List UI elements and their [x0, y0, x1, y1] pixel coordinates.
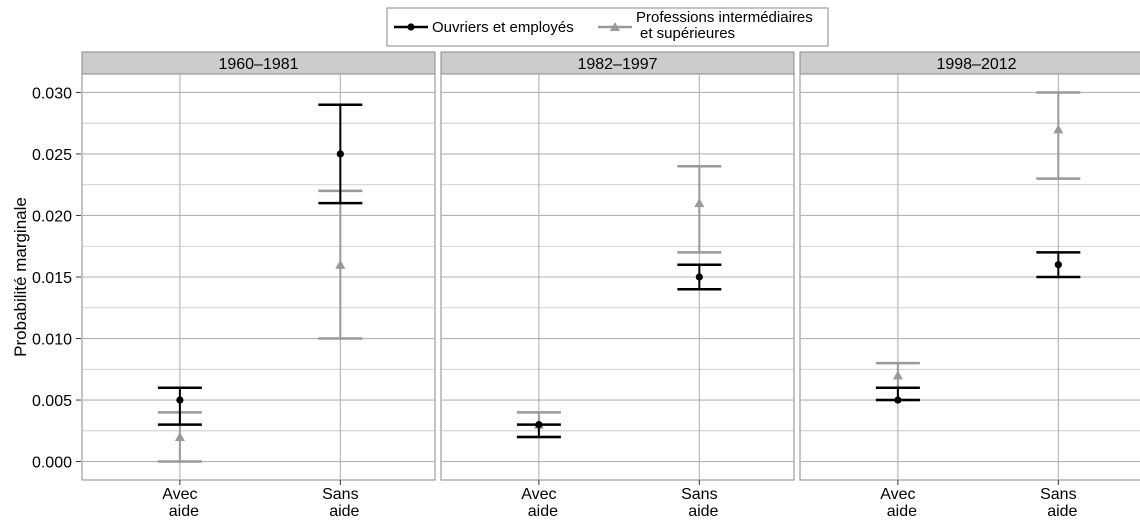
error-bar [516, 421, 561, 439]
y-tick-label: 0.015 [32, 270, 72, 287]
panel-strip-label: 1998–2012 [936, 56, 1016, 73]
legend-label: Professions intermédiaires [636, 9, 813, 26]
data-point-circle [1054, 261, 1062, 269]
error-bar [157, 386, 202, 426]
y-tick-label: 0.000 [32, 455, 72, 472]
data-point-triangle [335, 259, 346, 269]
legend-label: Ouvriers et employés [432, 19, 574, 36]
x-tick-label: aide [169, 503, 199, 519]
error-bar [1036, 91, 1081, 180]
y-tick-label: 0.025 [32, 147, 72, 164]
panel-strip-label: 1960–1981 [218, 56, 298, 73]
y-axis-label: Probabilité marginale [11, 197, 30, 357]
data-point-triangle [892, 370, 903, 380]
x-tick-label: Avec [880, 486, 915, 503]
x-tick-label: Avec [162, 486, 197, 503]
data-point-circle [535, 421, 543, 429]
x-tick-label: Sans [681, 486, 717, 503]
x-tick-label: aide [688, 503, 718, 519]
legend-label: et supérieures [640, 25, 735, 42]
panels: 1960–1981AvecaideSansaide1982–1997Avecai… [81, 51, 1140, 520]
legend-circle-marker [407, 23, 415, 31]
data-point-circle [176, 396, 184, 404]
data-point-circle [894, 396, 902, 404]
data-point-triangle [174, 431, 185, 441]
x-tick-label: Sans [1040, 486, 1076, 503]
error-bar [1036, 251, 1081, 279]
error-bar [875, 386, 920, 404]
x-tick-label: aide [887, 503, 917, 519]
panel-strip-label: 1982–1997 [577, 56, 657, 73]
legend-triangle-marker [610, 22, 620, 31]
x-tick-label: aide [329, 503, 359, 519]
legend-item: Ouvriers et employés [394, 19, 574, 36]
data-point-triangle [1053, 124, 1064, 134]
error-bar [677, 263, 722, 291]
y-axis: 0.000 0.005 0.010 0.015 0.020 0.025 0.030 [32, 85, 81, 472]
x-tick-label: Sans [322, 486, 358, 503]
y-tick-label: 0.020 [32, 208, 72, 225]
x-tick-label: aide [528, 503, 558, 519]
legend: Ouvriers et employés Professions interméd… [386, 7, 829, 47]
x-tick-label: aide [1047, 503, 1077, 519]
y-tick-label: 0.010 [32, 332, 72, 349]
y-tick-label: 0.030 [32, 85, 72, 102]
error-bar [677, 165, 722, 254]
y-tick-label: 0.005 [32, 393, 72, 410]
data-point-triangle [694, 198, 705, 208]
x-tick-label: Avec [521, 486, 556, 503]
data-point-circle [695, 273, 703, 281]
error-bar [318, 103, 363, 205]
data-point-circle [336, 150, 344, 158]
